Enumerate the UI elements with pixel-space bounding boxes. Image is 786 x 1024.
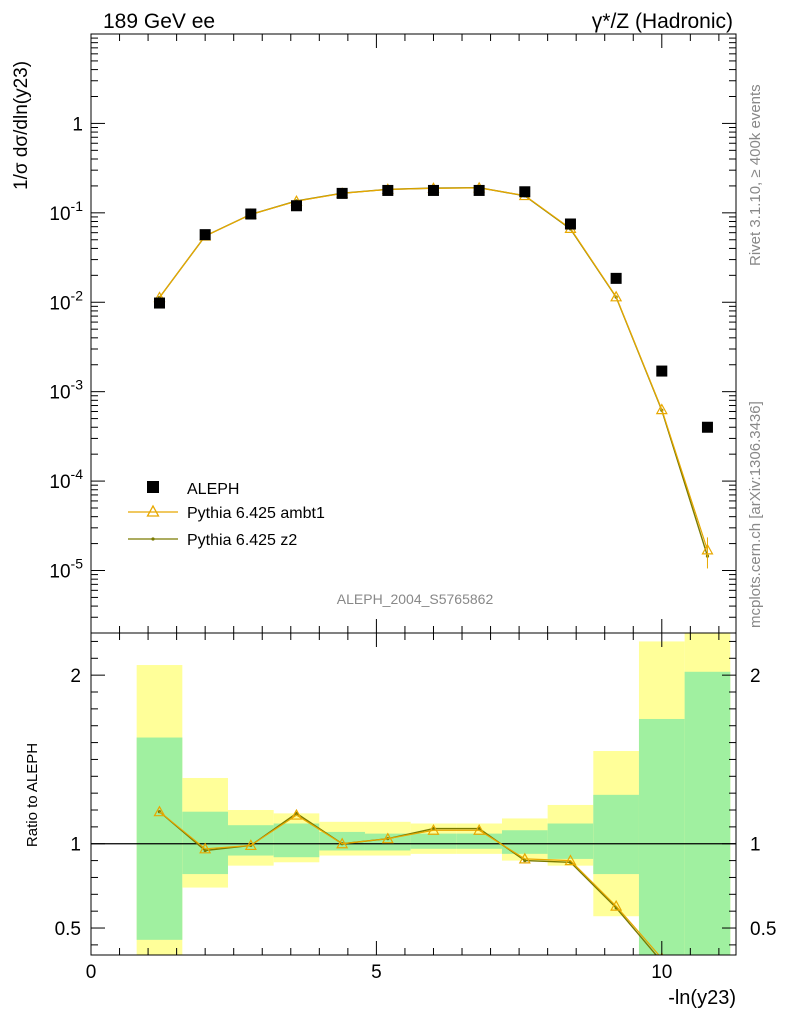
aleph-point (336, 187, 348, 199)
ambt1-point (655, 403, 668, 415)
ratio-band-inner (456, 833, 502, 849)
aleph-point (427, 184, 439, 196)
ratio-band-inner (410, 833, 457, 849)
legend-ambt1-marker (146, 504, 160, 517)
ratio-band-inner (638, 718, 685, 955)
legend-z2-marker (151, 537, 155, 541)
aleph-point (199, 229, 211, 241)
ratio-y-tick-label-right: 2 (750, 666, 761, 687)
aleph-point (473, 184, 485, 196)
main-y-tick-label: 10-2 (49, 287, 83, 314)
ratio-y-tick-label: 0.5 (55, 919, 81, 940)
ratio-ambt1-point (381, 832, 394, 844)
ratio-band-inner (684, 671, 731, 955)
aleph-point (610, 272, 622, 284)
legend-aleph-marker (147, 481, 159, 493)
ratio-ambt1-point (473, 824, 486, 835)
ambt1-series-line (159, 187, 709, 551)
tick-base: 10 (49, 204, 70, 225)
ratio-z2-point (523, 858, 527, 863)
ratio-ambt1-point (153, 805, 166, 817)
z2-series-line (158, 187, 709, 557)
legend-z2-label: Pythia 6.425 z2 (187, 532, 297, 549)
aleph-point (701, 421, 713, 433)
ratio-ambt1-point (564, 854, 577, 866)
tick-exponent: -1 (71, 198, 84, 214)
aleph-point (519, 186, 531, 198)
tick-exponent: -3 (71, 377, 84, 393)
ratio-y-tick-label: 2 (70, 666, 81, 687)
analysis-label: ALEPH_2004_S5765862 (337, 591, 494, 607)
tick-base: 10 (49, 383, 70, 404)
ambt1-point (610, 290, 623, 302)
ratio-z2-point (203, 848, 207, 853)
ratio-band-inner (547, 823, 594, 859)
ratio-ambt1-point (336, 837, 349, 849)
legend: ALEPH Pythia 6.425 ambt1 Pythia 6.425 z2 (128, 481, 325, 549)
main-axes: 10-510-410-310-210-11 (49, 33, 736, 634)
main-y-tick-label: 10-3 (49, 377, 83, 404)
ratio-frame (90, 632, 737, 956)
legend-ambt1-label: Pythia 6.425 ambt1 (187, 505, 325, 522)
ratio-y-tick-label: 1 (70, 835, 81, 856)
ratio-band-inner (501, 830, 548, 854)
tick-exponent: -2 (71, 287, 84, 303)
rivet-label: Rivet 3.1.10, ≥ 400k events (747, 84, 764, 266)
aleph-point (382, 184, 394, 196)
tick-base: 10 (49, 562, 70, 583)
main-y-axis-label: 1/σ dσ/dln(y23) (11, 61, 32, 190)
ratio-band-inner (273, 823, 320, 858)
ratio-ambt1-point (290, 808, 303, 820)
energy-label: 189 GeV ee (103, 10, 215, 33)
ratio-ambt1-point (244, 839, 257, 851)
x-tick-label: 5 (371, 962, 382, 983)
aleph-point (656, 365, 668, 377)
ratio-panel: 0.5 0.5 1 1 2 2 0 5 10 Ratio to ALEPH -ln(y23) (24, 632, 776, 1009)
mcplots-label: mcplots.cern.ch [arXiv:1306.3436] (747, 401, 764, 628)
aleph-point (153, 297, 165, 309)
tick-exponent: -4 (71, 466, 84, 482)
ratio-y-tick-label-right: 1 (750, 835, 761, 856)
x-axis-label: -ln(y23) (668, 987, 736, 1009)
ratio-ambt1-point (199, 842, 212, 854)
tick-base: 10 (49, 472, 70, 493)
main-y-tick-label: 10-4 (49, 466, 83, 493)
aleph-point (245, 208, 257, 220)
main-panel: 10-510-410-310-210-11 1/σ dσ/dln(y23) AL… (11, 33, 737, 634)
legend-aleph-label: ALEPH (187, 481, 239, 498)
ratio-plot-area (91, 633, 736, 955)
main-plot-area (153, 181, 714, 569)
ratio-band-inner (136, 737, 183, 940)
aleph-point (564, 218, 576, 230)
ratio-ambt1-point (427, 824, 440, 835)
ratio-y-axis-label: Ratio to ALEPH (24, 743, 41, 847)
tick-base: 10 (49, 293, 70, 314)
main-y-tick-label: 1 (72, 114, 83, 135)
process-label: γ*/Z (Hadronic) (592, 10, 733, 33)
aleph-point (290, 200, 302, 212)
ratio-band-inner (364, 833, 411, 851)
ratio-axes: 0.5 0.5 1 1 2 2 0 5 10 (55, 633, 776, 983)
ratio-ambt1-point (610, 899, 623, 911)
tick-exponent: -5 (71, 556, 84, 572)
main-y-axis-label-text: 1/σ dσ/dln(y23) (11, 61, 32, 190)
main-y-tick-label: 10-5 (49, 556, 83, 583)
ratio-y-tick-label-right: 0.5 (750, 919, 776, 940)
ratio-band-inner (593, 794, 639, 875)
ratio-ambt1-line (159, 811, 660, 955)
ratio-ambt1-point (518, 852, 531, 864)
main-y-tick-label: 10-1 (49, 198, 83, 225)
x-tick-label: 10 (651, 962, 672, 983)
x-tick-label: 0 (86, 962, 97, 983)
